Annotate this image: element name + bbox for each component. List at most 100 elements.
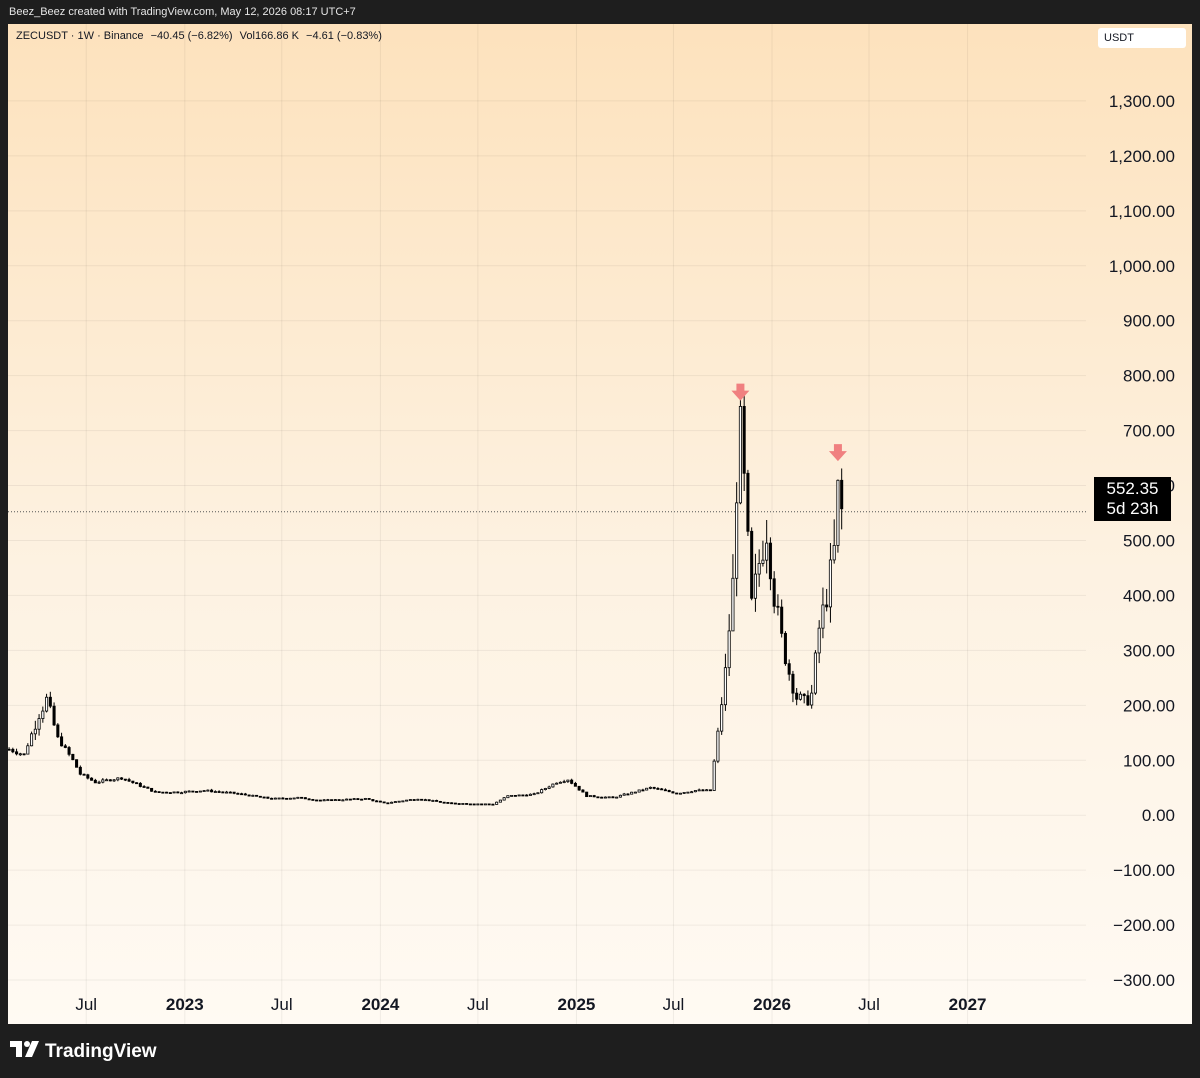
- candle-body: [690, 791, 694, 794]
- candle-body: [37, 718, 41, 730]
- candle-body: [397, 800, 401, 803]
- candle-body: [525, 794, 529, 797]
- candle-body: [161, 791, 165, 794]
- candle-body: [401, 800, 405, 803]
- candle-body: [378, 800, 382, 803]
- candle-body: [333, 799, 337, 801]
- candle-body: [810, 692, 814, 706]
- candle-body: [461, 803, 465, 805]
- y-tick-label: 400.00: [1123, 586, 1175, 605]
- candle-body: [708, 789, 712, 792]
- candle-body: [352, 798, 356, 801]
- candle-body: [78, 766, 82, 775]
- candle-body: [360, 798, 364, 801]
- candle-body: [626, 793, 630, 796]
- candle-body: [472, 803, 476, 806]
- symbol-label[interactable]: ZECUSDT · 1W · Binance: [16, 30, 144, 42]
- candle-body: [146, 786, 150, 789]
- y-tick-label: 500.00: [1123, 531, 1175, 550]
- candle-body: [536, 792, 540, 795]
- candlestick-chart[interactable]: 1,300.00 1,200.00 1,100.00 1,000.00 900.00 80…: [8, 24, 1192, 1024]
- candle-body: [292, 797, 296, 800]
- candle-body: [135, 782, 139, 785]
- candle-body: [187, 790, 191, 793]
- candle-body: [487, 803, 491, 806]
- candle-body: [633, 791, 637, 794]
- candle-body: [697, 789, 701, 792]
- candle-body: [787, 663, 791, 675]
- x-tick-label: 2025: [558, 995, 596, 1014]
- y-tick-label: 1,100.00: [1109, 202, 1175, 221]
- candle-body: [603, 796, 607, 799]
- candle-body: [532, 793, 536, 796]
- candle-body: [806, 695, 810, 706]
- candle-body: [776, 605, 780, 608]
- candle-body: [153, 790, 157, 793]
- candle-body: [656, 788, 660, 790]
- candle-body: [705, 789, 709, 792]
- candle-body: [71, 753, 75, 761]
- candle-body: [611, 796, 615, 799]
- candle-body: [281, 797, 285, 800]
- candle-body: [195, 791, 199, 793]
- candle-body: [285, 797, 289, 800]
- candle-body: [390, 801, 394, 804]
- currency-selector[interactable]: USDT: [1098, 28, 1186, 48]
- candle-body: [780, 606, 784, 634]
- chart-credit-bar: Beez_Beez created with TradingView.com, …: [0, 0, 1200, 24]
- candle-body: [255, 794, 259, 797]
- candle-body: [247, 794, 251, 797]
- candle-body: [480, 803, 484, 806]
- candle-body: [150, 787, 154, 792]
- last-price-value: 552.35: [1106, 479, 1159, 498]
- candle-body: [431, 800, 435, 802]
- candle-body: [345, 798, 349, 801]
- candle-body: [258, 795, 262, 798]
- candle-body: [570, 779, 574, 784]
- candle-body: [817, 627, 821, 654]
- candle-body: [180, 792, 184, 795]
- candle-body: [772, 578, 776, 607]
- candle-body: [15, 751, 19, 755]
- candle-body: [832, 545, 836, 561]
- candle-body: [210, 789, 214, 793]
- candle-body: [183, 790, 187, 794]
- grid-lines: [8, 24, 1086, 1024]
- candle-body: [783, 632, 787, 665]
- x-tick-label: 2023: [166, 995, 204, 1014]
- markers: [731, 383, 847, 462]
- candle-body: [836, 479, 840, 546]
- candle-body: [731, 577, 735, 632]
- candle-body: [213, 791, 217, 793]
- y-tick-label: −200.00: [1113, 916, 1175, 935]
- candle-body: [768, 542, 772, 580]
- candle-body: [765, 542, 769, 561]
- candle-body: [315, 799, 319, 802]
- chart-area[interactable]: 1,300.00 1,200.00 1,100.00 1,000.00 900.00 80…: [8, 24, 1192, 1024]
- candle-body: [566, 779, 570, 783]
- candle-body: [738, 406, 742, 504]
- candle-body: [663, 789, 667, 792]
- candle-body: [510, 794, 514, 797]
- candle-body: [592, 795, 596, 798]
- candle-body: [453, 802, 457, 805]
- y-tick-label: 700.00: [1123, 422, 1175, 441]
- x-tick-label: 2027: [949, 995, 987, 1014]
- candle-body: [716, 730, 720, 762]
- candle-body: [435, 800, 439, 802]
- x-tick-label: Jul: [75, 995, 97, 1014]
- candle-body: [108, 779, 112, 782]
- candle-body: [300, 796, 304, 799]
- y-axis-ticks: 1,300.00 1,200.00 1,100.00 1,000.00 900.00 80…: [1109, 92, 1175, 990]
- candle-body: [416, 798, 420, 801]
- candle-body: [228, 791, 232, 794]
- candle-body: [311, 799, 315, 801]
- candle-body: [168, 792, 172, 794]
- x-tick-label: Jul: [858, 995, 880, 1014]
- candle-body: [667, 789, 671, 793]
- y-tick-label: 100.00: [1123, 751, 1175, 770]
- y-tick-label: 300.00: [1123, 641, 1175, 660]
- candle-body: [498, 799, 502, 803]
- candle-body: [382, 801, 386, 804]
- candle-body: [558, 781, 562, 784]
